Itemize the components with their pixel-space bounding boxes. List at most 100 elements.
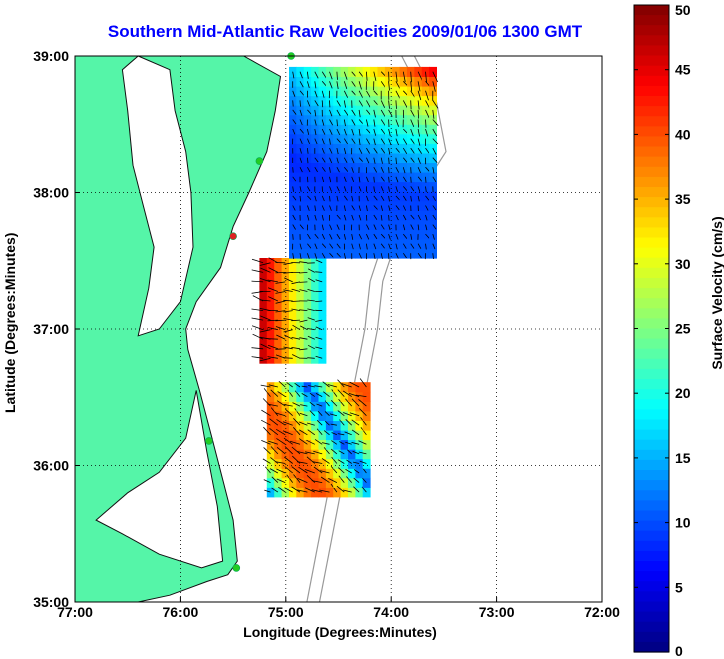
velocity-cell — [355, 449, 364, 460]
velocity-cell — [318, 449, 327, 460]
velocity-vector — [284, 466, 293, 474]
velocity-cell — [296, 430, 305, 441]
velocity-vector — [329, 167, 331, 173]
velocity-cell — [259, 315, 268, 326]
velocity-vector — [278, 381, 286, 388]
velocity-vector — [402, 243, 407, 249]
velocity-vector — [307, 243, 312, 249]
velocity-cell — [274, 324, 283, 335]
velocity-vector — [276, 400, 286, 407]
velocity-vector — [425, 109, 430, 118]
velocity-vector — [287, 389, 294, 397]
velocity-cell — [348, 487, 356, 498]
velocity-vector — [276, 478, 286, 483]
velocity-vector — [402, 224, 406, 231]
velocity-vector — [373, 167, 378, 173]
velocity-vector — [388, 138, 392, 146]
velocity-vector — [330, 465, 338, 474]
velocity-vector — [410, 214, 415, 220]
velocity-vector — [402, 233, 408, 239]
velocity-cell — [281, 296, 290, 307]
velocity-vector — [366, 224, 370, 230]
velocity-vector — [315, 355, 323, 359]
velocity-vector — [311, 489, 323, 493]
velocity-vector — [328, 478, 338, 483]
velocity-vector — [417, 195, 420, 202]
radar-station — [229, 232, 237, 240]
velocity-vector — [329, 147, 333, 154]
velocity-vector — [351, 429, 360, 436]
velocity-vector — [417, 128, 420, 137]
colorbar-swatch — [634, 197, 669, 208]
velocity-cell — [296, 382, 305, 393]
velocity-vector — [341, 383, 352, 388]
velocity-vector — [299, 429, 308, 436]
velocity-cell — [311, 258, 319, 269]
velocity-cell — [303, 353, 312, 364]
velocity-vector — [291, 308, 301, 311]
velocity-cell — [289, 430, 297, 441]
velocity-vector — [315, 300, 323, 302]
velocity-vector — [329, 252, 334, 258]
velocity-cell — [281, 458, 290, 469]
velocity-vector — [380, 119, 386, 126]
velocity-cell — [325, 420, 334, 431]
velocity-vector — [329, 128, 333, 135]
velocity-vector — [331, 389, 338, 397]
velocity-cell — [289, 286, 297, 297]
colorbar-swatch — [634, 207, 669, 218]
velocity-cell — [318, 410, 327, 421]
velocity-vector — [282, 421, 293, 426]
velocity-vector — [307, 71, 309, 79]
velocity-vector — [417, 109, 419, 119]
velocity-vector — [291, 319, 301, 322]
velocity-vector — [261, 419, 271, 426]
velocity-vector — [292, 214, 296, 221]
velocity-cell — [296, 410, 305, 421]
velocity-vector — [395, 90, 401, 99]
velocity-vector — [292, 71, 295, 79]
velocity-vector — [366, 233, 370, 240]
velocity-cell — [296, 258, 305, 269]
velocity-vector — [315, 271, 323, 273]
velocity-cell — [289, 458, 297, 469]
velocity-vector — [314, 214, 317, 221]
velocity-vector — [299, 348, 308, 351]
velocity-cell — [311, 477, 319, 488]
velocity-vector — [366, 195, 369, 202]
velocity-vector — [261, 440, 271, 445]
velocity-vector — [432, 243, 436, 250]
velocity-vector — [297, 451, 308, 455]
velocity-vector — [275, 319, 286, 322]
velocity-cell — [318, 258, 327, 269]
velocity-vector — [380, 128, 386, 135]
velocity-vector — [351, 128, 355, 136]
velocity-cell — [281, 468, 290, 479]
velocity-vector — [358, 408, 367, 416]
velocity-cell — [340, 458, 349, 469]
velocity-vector — [417, 186, 421, 192]
velocity-cell — [281, 449, 290, 460]
velocity-cell — [340, 401, 349, 412]
velocity-vector — [432, 224, 437, 230]
velocity-vector — [351, 167, 354, 173]
velocity-vector — [417, 119, 419, 128]
velocity-vector — [388, 224, 391, 231]
velocity-cell — [266, 267, 275, 278]
velocity-vector — [292, 234, 294, 240]
velocity-vector — [321, 100, 324, 108]
velocity-vector — [292, 324, 301, 331]
velocity-vector — [307, 167, 311, 173]
velocity-cell — [318, 353, 327, 364]
velocity-vector — [402, 195, 407, 201]
velocity-vector — [315, 393, 323, 397]
velocity-vector — [417, 167, 421, 174]
velocity-vector — [343, 176, 347, 183]
velocity-cell — [289, 487, 297, 498]
velocity-vector — [285, 408, 293, 416]
velocity-cell — [274, 439, 283, 450]
velocity-vector — [388, 195, 390, 202]
velocity-vector — [336, 214, 341, 220]
velocity-vector — [373, 71, 377, 81]
velocity-vector — [395, 186, 398, 192]
